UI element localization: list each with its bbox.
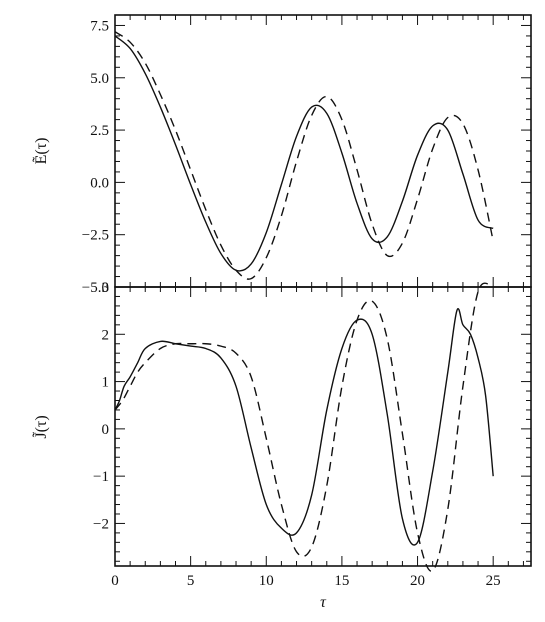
bottom-y-tick-label: 1 bbox=[102, 375, 110, 391]
top-panel-series bbox=[114, 31, 494, 280]
top-series-dashed-line bbox=[114, 31, 494, 280]
bottom-y-tick-label: 2 bbox=[102, 327, 110, 343]
top-y-tick-label: 2.5 bbox=[90, 123, 109, 139]
bottom-y-tick-label: −2 bbox=[93, 516, 109, 532]
bottom-panel-frame bbox=[114, 286, 532, 567]
top-series-solid-line bbox=[114, 35, 494, 272]
x-tick-label: 20 bbox=[410, 573, 425, 589]
bottom-series-solid-line bbox=[114, 308, 494, 546]
bottom-y-tick-label: 0 bbox=[102, 422, 110, 438]
x-tick-label: 25 bbox=[486, 573, 501, 589]
top-y-tick-label: 0.0 bbox=[90, 175, 109, 191]
top-y-tick-label: −2.5 bbox=[82, 228, 109, 244]
top-y-axis-label: Ẽ(τ) bbox=[32, 138, 50, 165]
x-tick-label: 10 bbox=[259, 573, 274, 589]
bottom-series-dashed-line bbox=[114, 282, 494, 572]
bottom-y-tick-label: −1 bbox=[93, 469, 109, 485]
x-tick-label: 0 bbox=[111, 573, 119, 589]
bottom-panel-series bbox=[114, 282, 494, 572]
x-tick-label: 15 bbox=[334, 573, 349, 589]
x-axis-label: τ bbox=[320, 594, 327, 611]
bottom-y-axis-label: J̃(τ) bbox=[32, 415, 50, 438]
top-y-tick-label: −5.0 bbox=[82, 280, 109, 296]
bottom-y-tick-label: 3 bbox=[102, 280, 110, 296]
top-y-tick-label: 7.5 bbox=[90, 18, 109, 34]
top-y-tick-label: 5.0 bbox=[90, 71, 109, 87]
top-panel-ticks: 7.5 5.0 2.5 0.0 −2.5 −5.0 bbox=[82, 14, 531, 296]
x-tick-label: 5 bbox=[187, 573, 195, 589]
